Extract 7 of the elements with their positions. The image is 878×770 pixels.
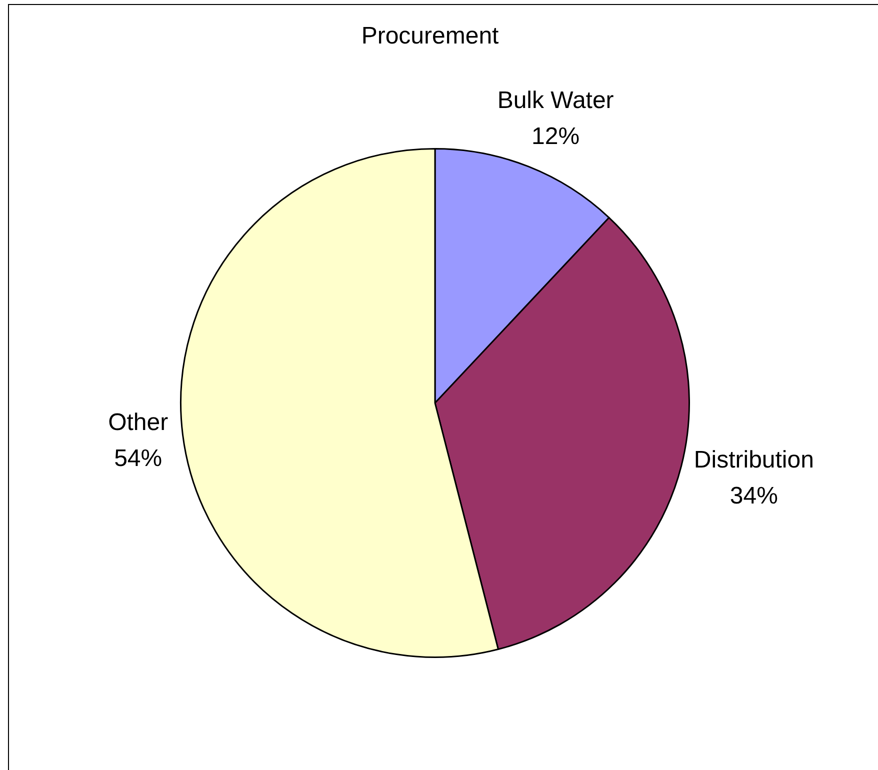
data-label: 34% bbox=[730, 482, 778, 510]
data-label: 12% bbox=[532, 122, 580, 150]
data-label: 54% bbox=[114, 444, 162, 472]
slice-label: Distribution bbox=[694, 446, 814, 474]
slice-label: Bulk Water bbox=[497, 86, 614, 114]
slice-label: Other bbox=[108, 408, 168, 436]
chart-title: Procurement bbox=[361, 22, 500, 50]
